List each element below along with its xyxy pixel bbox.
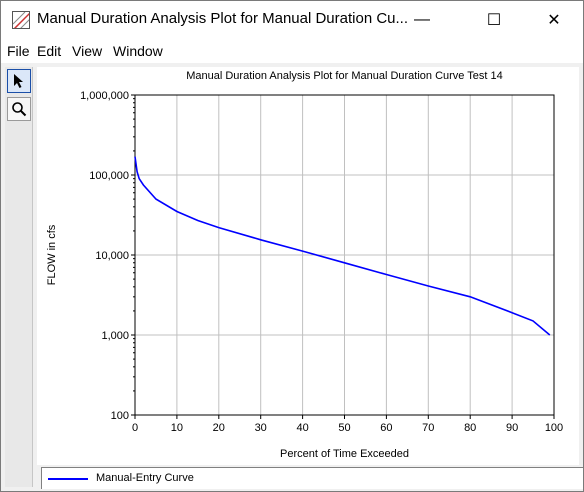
menu-view[interactable]: View (72, 43, 103, 59)
x-tick-label: 60 (380, 422, 392, 434)
pointer-tool-button[interactable] (7, 69, 31, 93)
x-tick-label: 50 (338, 422, 350, 434)
menu-bar: File Edit View Window (1, 39, 583, 63)
x-tick-label: 90 (506, 422, 518, 434)
plot-area[interactable]: Manual Duration Analysis Plot for Manual… (37, 67, 579, 465)
x-tick-label: 80 (464, 422, 476, 434)
duration-chart[interactable]: Manual Duration Analysis Plot for Manual… (37, 67, 579, 465)
y-tick-label: 1,000,000 (80, 90, 129, 102)
zoom-tool-button[interactable] (7, 97, 31, 121)
menu-window[interactable]: Window (113, 43, 163, 59)
x-tick-label: 70 (422, 422, 434, 434)
x-tick-label: 20 (213, 422, 225, 434)
pointer-arrow-icon (14, 74, 23, 88)
window-title: Manual Duration Analysis Plot for Manual… (37, 10, 409, 27)
x-tick-label: 10 (171, 422, 183, 434)
x-tick-label: 0 (132, 422, 138, 434)
y-axis-label: FLOW in cfs (46, 224, 58, 285)
x-tick-label: 30 (255, 422, 267, 434)
chart-app-icon (12, 11, 30, 29)
minimize-button[interactable]: — (414, 11, 430, 28)
x-tick-label: 40 (296, 422, 308, 434)
y-tick-label: 10,000 (95, 250, 129, 262)
legend-label: Manual-Entry Curve (96, 472, 194, 484)
zoom-magnifier-icon (12, 102, 27, 117)
y-tick-label: 1,000 (101, 330, 129, 342)
maximize-button[interactable]: ☐ (486, 12, 502, 29)
close-button[interactable]: ✕ (547, 12, 561, 29)
legend-swatch (48, 478, 88, 480)
series-line-manual-entry-curve (134, 156, 551, 336)
plot-frame (134, 94, 555, 416)
legend: Manual-Entry Curve (41, 467, 583, 489)
menu-file[interactable]: File (7, 43, 30, 59)
y-tick-label: 100 (111, 410, 129, 422)
chart-title: Manual Duration Analysis Plot for Manual… (186, 70, 503, 82)
y-tick-label: 100,000 (89, 170, 129, 182)
plot-toolbar (5, 67, 33, 487)
title-bar[interactable]: Manual Duration Analysis Plot for Manual… (1, 1, 583, 39)
x-tick-label: 100 (545, 422, 563, 434)
x-axis-label: Percent of Time Exceeded (280, 448, 409, 460)
menu-edit[interactable]: Edit (37, 43, 62, 59)
